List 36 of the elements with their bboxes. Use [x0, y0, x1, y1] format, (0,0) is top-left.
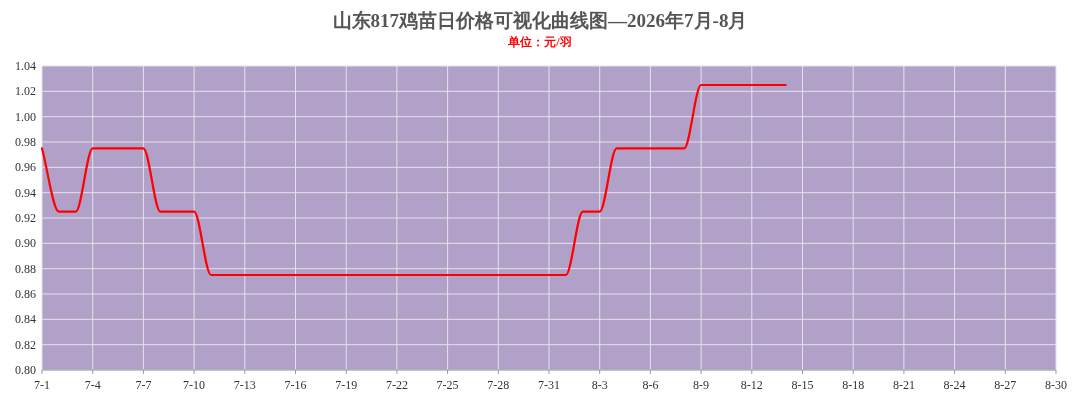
x-tick-label: 8-18 [842, 378, 865, 392]
x-tick-label: 8-9 [693, 378, 710, 392]
x-tick-label: 7-16 [284, 378, 307, 392]
y-tick-label: 0.82 [15, 337, 36, 352]
x-tick-label: 7-19 [335, 378, 358, 392]
y-tick-label: 0.84 [15, 312, 36, 327]
y-tick-label: 0.96 [15, 160, 36, 175]
chart-subtitle: 单位：元/羽 [507, 35, 572, 49]
x-tick-label: 8-21 [892, 378, 915, 392]
x-tick-label: 7-4 [84, 378, 101, 392]
y-tick-label: 0.88 [15, 261, 36, 276]
x-tick-label: 7-13 [233, 378, 256, 392]
x-tick-label: 8-27 [994, 378, 1017, 392]
x-tick-label: 7-10 [183, 378, 206, 392]
y-tick-label: 1.04 [15, 59, 36, 73]
y-tick-label: 0.92 [15, 211, 36, 225]
x-tick-label: 7-7 [135, 378, 152, 392]
x-tick-label: 8-30 [1045, 378, 1067, 392]
x-tick-label: 7-31 [538, 378, 560, 392]
x-tick-label: 8-6 [642, 378, 659, 392]
chart-title: 山东817鸡苗日价格可视化曲线图—2026年7月-8月 [332, 10, 748, 31]
x-tick-label: 7-25 [436, 378, 459, 392]
y-tick-label: 1.00 [15, 109, 36, 124]
y-tick-label: 0.86 [15, 287, 36, 301]
y-tick-label: 0.80 [15, 363, 36, 377]
x-tick-label: 7-28 [487, 378, 510, 392]
y-tick-label: 0.98 [15, 135, 36, 149]
x-tick-label: 7-1 [34, 378, 50, 392]
x-tick-label: 8-24 [943, 378, 966, 392]
y-tick-label: 0.90 [15, 236, 36, 251]
x-tick-label: 7-22 [385, 378, 408, 392]
y-tick-label: 0.94 [15, 185, 36, 200]
x-tick-label: 8-12 [740, 378, 763, 392]
x-tick-label: 8-15 [791, 378, 814, 392]
y-tick-label: 1.02 [15, 84, 36, 99]
x-tick-label: 8-3 [591, 378, 608, 392]
